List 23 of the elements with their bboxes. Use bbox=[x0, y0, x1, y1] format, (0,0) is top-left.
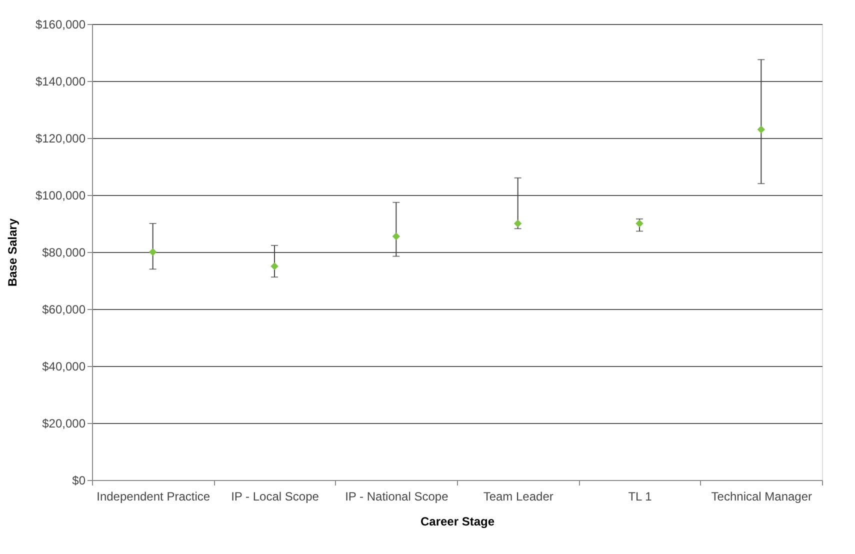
y-tick-label: $80,000 bbox=[42, 246, 86, 260]
x-tick-label: IP - National Scope bbox=[345, 490, 449, 504]
y-tick-label: $100,000 bbox=[35, 188, 86, 202]
y-tick-label: $120,000 bbox=[35, 132, 86, 146]
y-tick-label: $40,000 bbox=[42, 360, 86, 374]
point bbox=[148, 248, 157, 256]
y-tick-label: $140,000 bbox=[35, 74, 86, 88]
y-tick-label: $0 bbox=[72, 474, 86, 488]
point bbox=[636, 220, 644, 228]
y-axis-title: Base Salary bbox=[5, 218, 20, 287]
y-tick-label: $160,000 bbox=[35, 18, 86, 32]
x-tick-label: Technical Manager bbox=[711, 490, 812, 504]
x-tick-label: Team Leader bbox=[483, 490, 554, 504]
x-axis-title: Career Stage bbox=[420, 514, 495, 528]
y-tick-label: $20,000 bbox=[42, 416, 86, 430]
y-tick-label: $60,000 bbox=[42, 302, 86, 316]
point bbox=[757, 126, 766, 134]
point bbox=[514, 220, 522, 228]
x-tick-label: IP - Local Scope bbox=[231, 490, 320, 504]
x-tick-label: TL 1 bbox=[628, 490, 652, 504]
x-tick-label: Independent Practice bbox=[96, 490, 210, 504]
point bbox=[270, 262, 278, 270]
point bbox=[392, 232, 400, 240]
